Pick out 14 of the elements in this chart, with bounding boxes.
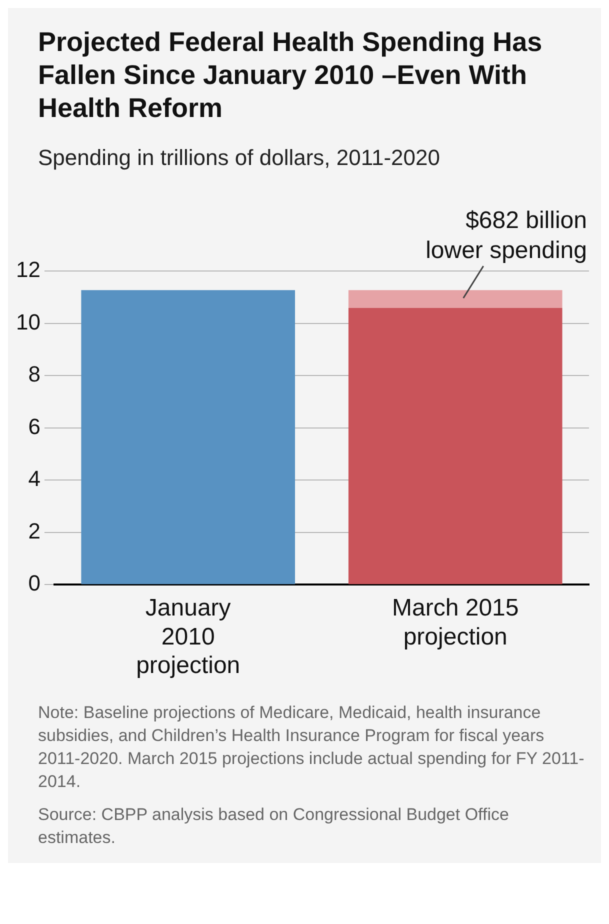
y-tick-label: 12 [16,257,40,282]
y-tick-label: 2 [28,518,40,544]
annotation: $682 billion lower spending [426,207,587,264]
chart-subtitle: Spending in trillions of dollars, 2011-2020 [37,144,441,171]
source-note: Source: CBPP analysis based on Congressional Budget Office estimates. [37,804,510,849]
x-tick-label: January 2010 projection [136,594,240,680]
y-tick-label: 8 [28,362,40,387]
y-tick-label: 6 [28,414,40,439]
chart-title: Projected Federal Health Spending Has Fallen Since January 2010 –Even With Health Reform [37,26,544,125]
text: Note: Baseline projections of Medicare, Medicaid, health insurance subsidies, and Children’s Health Insurance Program for fiscal years 2011-2020. March 2015 projections include actual spending for FY 2011-2014. [37,702,586,793]
x-tick-label: March 2015 projection [392,594,519,650]
y-tick-label: 4 [28,466,40,492]
y-tick-label: 10 [16,309,40,334]
y-tick-label: 0 [28,570,40,596]
